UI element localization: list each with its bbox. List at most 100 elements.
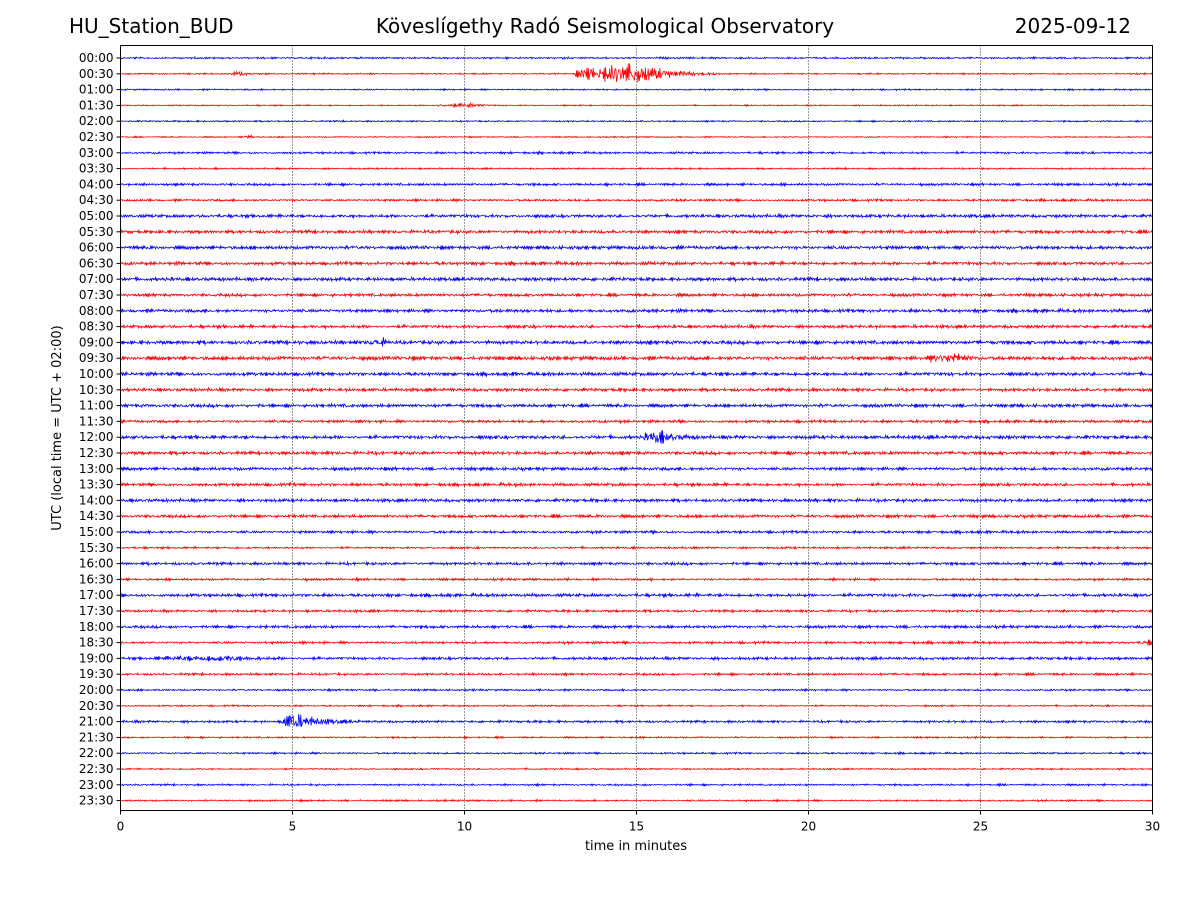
y-tick-label: 03:30 <box>79 162 114 176</box>
trace-1330 <box>120 481 1153 488</box>
y-tick-label: 19:30 <box>79 667 114 681</box>
y-tick-label: 01:00 <box>79 83 114 97</box>
y-tick-label: 06:00 <box>79 241 114 255</box>
y-tick-label: 20:30 <box>79 699 114 713</box>
x-tick-label-0: 0 <box>117 820 125 834</box>
trace-1800 <box>120 623 1153 631</box>
trace-1530 <box>120 545 1153 551</box>
y-tick-label: 23:00 <box>79 778 114 792</box>
y-tick-label: 19:00 <box>79 651 114 665</box>
trace-2230 <box>120 766 1153 771</box>
trace-1000 <box>120 370 1153 378</box>
trace-0330 <box>120 166 1153 171</box>
y-axis-label: UTC (local time = UTC + 02:00) <box>50 325 65 530</box>
y-tick-label: 11:30 <box>79 414 114 428</box>
trace-0930 <box>120 353 1153 363</box>
y-tick-label: 14:30 <box>79 509 114 523</box>
vertical-gridlines <box>292 45 981 811</box>
trace-2200 <box>120 750 1153 756</box>
x-tick-label-25: 25 <box>973 820 988 834</box>
y-tick-label: 13:00 <box>79 462 114 476</box>
x-tick-label-20: 20 <box>801 820 816 834</box>
y-tick-label: 21:30 <box>79 730 114 744</box>
y-tick-label: 22:00 <box>79 746 114 760</box>
y-tick-label: 08:00 <box>79 304 114 318</box>
y-tick-label: 05:00 <box>79 209 114 223</box>
trace-0230 <box>120 133 1153 139</box>
record-date: 2025-09-12 <box>1014 14 1131 38</box>
trace-1300 <box>120 465 1153 473</box>
trace-1700 <box>120 591 1153 599</box>
y-tick-label: 15:00 <box>79 525 114 539</box>
x-tick-label-10: 10 <box>457 820 472 834</box>
y-tick-label: 14:00 <box>79 493 114 507</box>
trace-1230 <box>120 449 1153 457</box>
trace-0830 <box>120 323 1153 330</box>
y-tick-label: 06:30 <box>79 256 114 270</box>
y-tick-label: 16:30 <box>79 572 114 586</box>
x-tick-label-15: 15 <box>629 820 644 834</box>
y-tick-label: 09:30 <box>79 351 114 365</box>
y-tick-label: 12:00 <box>79 430 114 444</box>
trace-2000 <box>120 687 1153 693</box>
trace-0400 <box>120 181 1153 188</box>
station-name: HU_Station_BUD <box>69 14 234 38</box>
y-tick-label: 15:30 <box>79 541 114 555</box>
trace-0630 <box>120 259 1153 267</box>
trace-0200 <box>120 119 1153 124</box>
y-tick-label: 04:30 <box>79 193 114 207</box>
trace-2100 <box>120 714 1153 728</box>
y-tick-label: 17:30 <box>79 604 114 618</box>
chart-title: Köveslígethy Radó Seismological Observat… <box>0 14 1200 38</box>
trace-0300 <box>120 150 1153 156</box>
y-tick-label: 18:00 <box>79 620 114 634</box>
trace-2330 <box>120 798 1153 804</box>
trace-0130 <box>120 101 1153 109</box>
trace-0000 <box>120 55 1153 61</box>
trace-1130 <box>120 418 1153 425</box>
y-tick-label: 00:30 <box>79 67 114 81</box>
x-axis-ticks: 0 5 10 15 20 25 30 <box>117 810 1160 834</box>
y-tick-label: 07:30 <box>79 288 114 302</box>
trace-1630 <box>120 576 1153 583</box>
trace-0730 <box>120 291 1153 299</box>
chart-title-text: Köveslígethy Radó Seismological Observat… <box>375 14 835 38</box>
y-tick-label: 00:00 <box>79 51 114 65</box>
trace-0530 <box>120 228 1153 236</box>
y-tick-label: 05:30 <box>79 225 114 239</box>
trace-0030 <box>120 63 1153 83</box>
y-tick-label: 02:30 <box>79 130 114 144</box>
trace-1730 <box>120 608 1153 614</box>
y-tick-label: 10:00 <box>79 367 114 381</box>
y-tick-label: 09:00 <box>79 335 114 349</box>
y-tick-label: 20:00 <box>79 683 114 697</box>
trace-1430 <box>120 512 1153 520</box>
trace-1200 <box>120 430 1153 445</box>
trace-2030 <box>120 703 1153 708</box>
trace-0600 <box>120 244 1153 251</box>
trace-1900 <box>120 654 1153 662</box>
x-tick-label-30: 30 <box>1145 820 1160 834</box>
y-tick-label: 18:30 <box>79 636 114 650</box>
y-tick-label: 04:00 <box>79 177 114 191</box>
y-tick-label: 13:30 <box>79 478 114 492</box>
trace-1500 <box>120 528 1153 536</box>
trace-1100 <box>120 402 1153 409</box>
y-tick-label: 07:00 <box>79 272 114 286</box>
trace-1400 <box>120 496 1153 504</box>
y-tick-label: 08:30 <box>79 320 114 334</box>
y-tick-label: 01:30 <box>79 98 114 112</box>
x-tick-label-5: 5 <box>289 820 297 834</box>
y-tick-label: 16:00 <box>79 557 114 571</box>
y-tick-label: 17:00 <box>79 588 114 602</box>
y-tick-label: 03:00 <box>79 146 114 160</box>
trace-0430 <box>120 197 1153 204</box>
y-tick-label: 10:30 <box>79 383 114 397</box>
y-tick-label: 12:30 <box>79 446 114 460</box>
y-tick-label: 21:00 <box>79 715 114 729</box>
trace-0500 <box>120 212 1153 220</box>
trace-0100 <box>120 87 1153 92</box>
trace-2300 <box>120 782 1153 788</box>
